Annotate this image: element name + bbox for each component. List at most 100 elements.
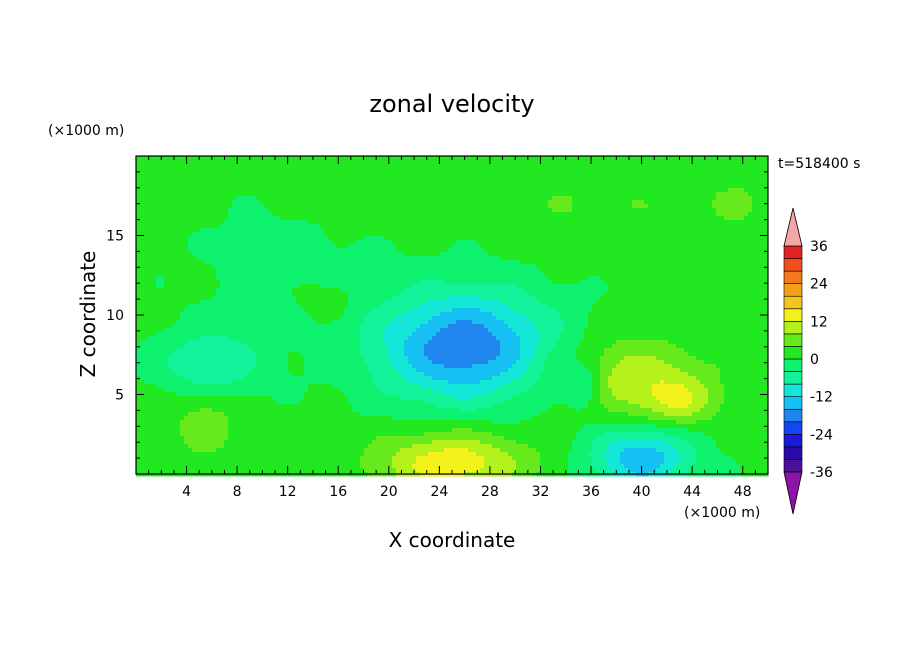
heatmap-cell (500, 236, 505, 241)
heatmap-cell (164, 260, 169, 265)
heatmap-cell (716, 244, 721, 249)
heatmap-cell (736, 256, 741, 261)
heatmap-cell (480, 232, 485, 237)
heatmap-cell (716, 224, 721, 229)
heatmap-cell (232, 176, 237, 181)
heatmap-cell (340, 276, 345, 281)
heatmap-cell (576, 236, 581, 241)
heatmap-cell (600, 244, 605, 249)
heatmap-cell (720, 228, 725, 233)
heatmap-cell (588, 184, 593, 189)
heatmap-cell (748, 260, 753, 265)
heatmap-cell (488, 260, 493, 265)
heatmap-cell (380, 276, 385, 281)
heatmap-cell (452, 220, 457, 225)
heatmap-cell (336, 232, 341, 237)
heatmap-cell (312, 188, 317, 193)
heatmap-cell (344, 224, 349, 229)
heatmap-cell (716, 176, 721, 181)
heatmap-cell (640, 184, 645, 189)
heatmap-cell (136, 212, 141, 217)
heatmap-cell (332, 272, 337, 277)
heatmap-cell (584, 236, 589, 241)
heatmap-cell (156, 260, 161, 265)
heatmap-cell (584, 188, 589, 193)
heatmap-cell (548, 228, 553, 233)
heatmap-cell (632, 224, 637, 229)
heatmap-cell (204, 168, 209, 173)
heatmap-cell (440, 232, 445, 237)
heatmap-cell (236, 224, 241, 229)
heatmap-cell (576, 264, 581, 269)
heatmap-cell (688, 200, 693, 205)
heatmap-cell (196, 192, 201, 197)
heatmap-cell (360, 212, 365, 217)
heatmap-cell (380, 176, 385, 181)
heatmap-cell (252, 164, 257, 169)
heatmap-cell (256, 204, 261, 209)
heatmap-cell (660, 216, 665, 221)
heatmap-cell (308, 184, 313, 189)
heatmap-cell (476, 248, 481, 253)
heatmap-cell (360, 220, 365, 225)
heatmap-cell (156, 172, 161, 177)
heatmap-cell (696, 216, 701, 221)
heatmap-cell (676, 252, 681, 257)
heatmap-cell (160, 248, 165, 253)
heatmap-cell (288, 176, 293, 181)
heatmap-cell (536, 252, 541, 257)
heatmap-cell (364, 172, 369, 177)
heatmap-cell (528, 248, 533, 253)
heatmap-cell (736, 208, 741, 213)
heatmap-cell (728, 160, 733, 165)
heatmap-cell (180, 196, 185, 201)
heatmap-cell (660, 220, 665, 225)
heatmap-cell (496, 200, 501, 205)
heatmap-cell (232, 248, 237, 253)
heatmap-cell (452, 172, 457, 177)
heatmap-cell (580, 156, 585, 161)
heatmap-cell (552, 156, 557, 161)
heatmap-cell (140, 212, 145, 217)
heatmap-cell (440, 236, 445, 241)
heatmap-cell (336, 256, 341, 261)
heatmap-cell (344, 192, 349, 197)
heatmap-cell (708, 204, 713, 209)
heatmap-cell (636, 260, 641, 265)
heatmap-cell (608, 244, 613, 249)
heatmap-cell (232, 244, 237, 249)
heatmap-cell (452, 252, 457, 257)
heatmap-cell (304, 224, 309, 229)
heatmap-cell (528, 176, 533, 181)
heatmap-cell (568, 160, 573, 165)
heatmap-cell (576, 240, 581, 245)
heatmap-cell (252, 252, 257, 257)
heatmap-cell (300, 200, 305, 205)
heatmap-cell (672, 240, 677, 245)
heatmap-cell (660, 272, 665, 277)
heatmap-cell (656, 212, 661, 217)
heatmap-cell (632, 184, 637, 189)
heatmap-cell (416, 248, 421, 253)
heatmap-cell (704, 212, 709, 217)
heatmap-cell (304, 252, 309, 257)
heatmap-cell (420, 236, 425, 241)
heatmap-cell (328, 280, 333, 285)
heatmap-cell (236, 240, 241, 245)
heatmap-cell (336, 180, 341, 185)
heatmap-cell (648, 236, 653, 241)
heatmap-cell (688, 268, 693, 273)
heatmap-cell (736, 224, 741, 229)
heatmap-cell (248, 264, 253, 269)
heatmap-cell (264, 260, 269, 265)
heatmap-cell (360, 240, 365, 245)
heatmap-cell (752, 240, 757, 245)
heatmap-cell (300, 192, 305, 197)
heatmap-cell (616, 176, 621, 181)
heatmap-cell (264, 216, 269, 221)
heatmap-cell (624, 188, 629, 193)
heatmap-cell (288, 268, 293, 273)
heatmap-cell (192, 240, 197, 245)
heatmap-cell (704, 176, 709, 181)
heatmap-cell (356, 204, 361, 209)
